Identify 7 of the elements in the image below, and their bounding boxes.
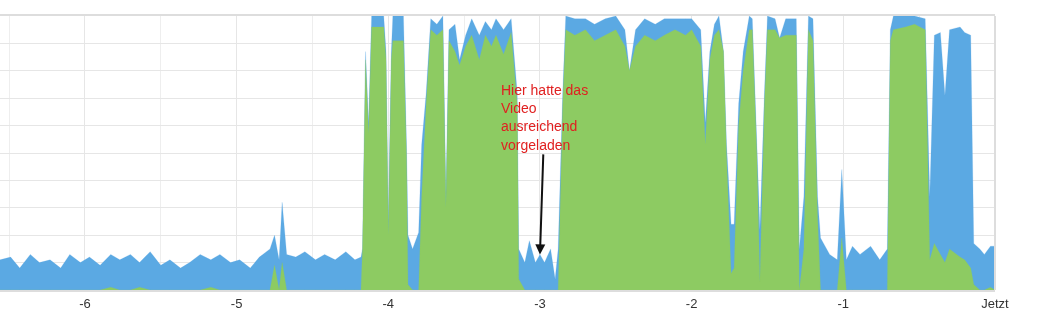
x-tick-label: -2 <box>685 295 698 311</box>
x-tick-label: -3 <box>534 295 546 311</box>
x-tick-label: -1 <box>837 295 850 311</box>
x-tick-label: -5 <box>230 295 243 311</box>
x-tick-label: Jetzt <box>981 295 1010 311</box>
x-tick-label: -6 <box>79 295 91 311</box>
x-tick-label: -4 <box>382 295 395 311</box>
